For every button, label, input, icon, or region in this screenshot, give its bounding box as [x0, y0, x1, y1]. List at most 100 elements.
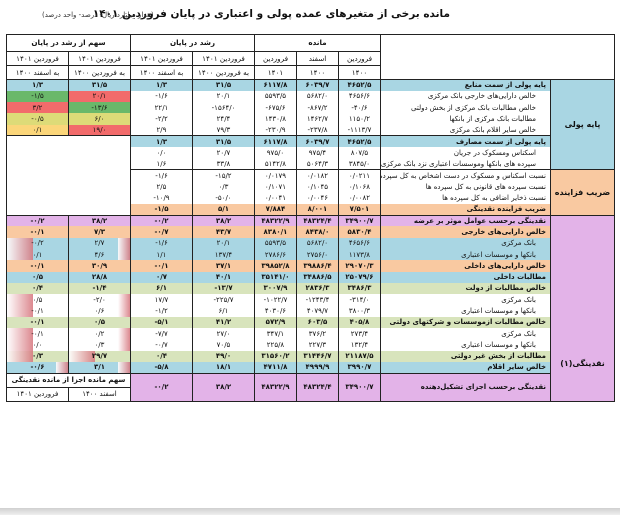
cell: ۲۸/۸ [68, 271, 131, 283]
cell: ۱۴۳۰/۸ [254, 113, 297, 125]
row-label: خالص سایر اقلام بانک مرکزی [380, 124, 551, 136]
row-label: سپرده های بانکها وموسسات اعتباری نزد بان… [380, 158, 551, 170]
header-share: سهم از رشد در پایان [6, 34, 131, 52]
cell: ۵۵۹۳/۵ [254, 90, 297, 103]
cell: ۰/۰ [130, 147, 193, 159]
group-label-multiplier: ضریب فزاینده [550, 169, 615, 216]
cell: -۲/۲ [130, 113, 193, 125]
cell: ۸/۰۰۱ [296, 203, 339, 216]
share-col-esfand-1400: اسفند ۱۴۰۰ [68, 386, 131, 402]
row-label: نسبت سپرده های قانونی به کل سپرده ها [380, 181, 551, 193]
cell: -۱۱۱۳/۷ [338, 124, 381, 136]
cell: -۰/۲ [130, 214, 193, 227]
cell: -۱۳/۷ [192, 282, 255, 295]
table-row: ۰/۴ -۱/۴ ۶/۱ -۱۳/۷ ۳۰۰۷/۹ ۲۸۳۶/۳ ۳۴۸۶/۳ … [6, 282, 615, 295]
cell: ۰/۷ [130, 271, 193, 283]
cell: ۱۸/۱ [192, 361, 255, 374]
cell: -۱۰۲۲/۷ [254, 294, 297, 306]
share-col-farvardin-1401: فروردین ۱۴۰۱ [6, 386, 69, 402]
cell: ۲۰/۱ [192, 237, 255, 249]
empty-block [6, 135, 131, 216]
cell: -۸۶۷/۲ [296, 102, 339, 114]
bal-col-farvardin-1400: فروردین [338, 51, 381, 66]
cell: -۱۵۶۴/۰ [192, 102, 255, 114]
cell: ۲۰/۱ [68, 90, 131, 103]
cell: ۶۰۳۹/۷ [296, 135, 339, 148]
cell: ۳۸۴۵/۰ [338, 158, 381, 170]
cell: ۰/۳ [68, 339, 131, 351]
cell: ۴۰۳۰/۶ [254, 305, 297, 317]
cell: ۸۰۷/۵ [338, 147, 381, 159]
table-row: -۰/۲ ۳۸/۲ -۰/۲ ۳۸/۲ ۴۸۳۲۲/۹ ۴۸۳۲۴/۴ ۳۴۹۰… [6, 214, 615, 402]
table-row: ۰/۱ ۴/۶ ۱/۱ ۱۳۷/۴ ۲۷۸۶/۶ ۲۷۵۶/۰ ۱۱۷۳/۸ ب… [6, 248, 615, 261]
row-label: بانک مرکزی [380, 294, 551, 306]
table-row: ۰/۱ ۱۹/۰ ۲/۹ ۷۹/۳ -۲۳۰/۹ -۲۳۷/۸ -۱۱۱۳/۷ … [6, 124, 615, 136]
cell: -۱۳/۶ [68, 102, 131, 114]
cell: ۳۵۱۴۱/۰ [254, 271, 297, 283]
cell: ۶۰۳/۵ [296, 316, 339, 329]
cell: -۱۵/۲ [192, 169, 255, 182]
cell: ۳۹۸۵۲/۸ [254, 260, 297, 272]
cell: -۰/۷ [130, 226, 193, 238]
row-label: نقدینگی برحسب عوامل موثر بر عرضه [380, 214, 551, 227]
growth-col-farvardin-sub: به فروردین ۱۴۰۰ [192, 65, 255, 80]
cell: ۱/۳ [6, 78, 69, 91]
table-row: -۰/۱ ۰/۶ -۱/۲ ۶/۱ ۴۰۳۰/۶ ۴۰۷۹/۷ ۳۸۰۰/۳ ب… [6, 305, 615, 317]
cell: ۱/۳ [130, 78, 193, 91]
cell: ۰/۰۰۴۱ [254, 192, 297, 204]
table-row: ۰/۵ ۲۸/۸ ۰/۷ ۴۰/۱ ۳۵۱۴۱/۰ ۳۴۸۸۶/۵ ۲۵۰۷۹/… [6, 271, 615, 283]
group-label-liquidity: نقدینگی(۱) [550, 214, 615, 402]
table-row: ۱/۳ ۳۱/۵ ۱/۳ ۳۱/۵ ۶۱۱۷/۸ ۶۰۳۹/۷ ۴۶۵۲/۵ پ… [6, 78, 615, 171]
cell: -۴۰/۶ [338, 102, 381, 114]
cell: ۴۹۹۹/۹ [296, 361, 339, 374]
cell: ۲/۵ [130, 181, 193, 193]
cell: ۰/۰ [6, 339, 69, 351]
row-label: بانکها و موسسات اعتباری [380, 305, 551, 317]
cell: -۰/۲ [130, 372, 193, 402]
cell: ۲۰/۱ [192, 90, 255, 103]
cell: ۲۷۵۶/۰ [296, 248, 339, 261]
cell: ۳۷۶/۲ [296, 328, 339, 340]
cell: ۲۲/۱ [130, 102, 193, 114]
bal-col-1400b-sub: ۱۴۰۰ [338, 65, 381, 80]
cell: ۴۶۵۲/۵ [338, 78, 381, 91]
share-col-farvardin: فروردین ۱۴۰۱ [68, 51, 131, 66]
table-row: ۰/۳ ۲۹/۷ ۰/۴ ۴۹/۰ ۳۱۵۶۰/۲ ۳۱۴۴۶/۷ ۲۱۱۸۷/… [6, 350, 615, 362]
bal-col-esfand-1400: اسفند [296, 51, 339, 66]
row-label: بانکها و موسسات اعتباری [380, 339, 551, 351]
cell: ۵۶۸۲/۰ [296, 90, 339, 103]
cell: -۰/۱ [6, 328, 69, 340]
cell: ۲/۹ [130, 124, 193, 136]
cell: ۰/۳ [6, 350, 69, 362]
cell: ۵۶۸۲/۰ [296, 237, 339, 249]
cell: ۱۱۵۰/۲ [338, 113, 381, 125]
row-label: خالص دارایی‌های خارجی [380, 226, 551, 238]
cell: ۵/۱ [192, 203, 255, 216]
cell: ۴۶۵۲/۵ [338, 135, 381, 148]
table-row: ۰/۰ ۰/۳ -۰/۷ ۷۰/۵ ۲۲۵/۸ ۲۲۷/۳ ۱۳۲/۴ بانک… [6, 339, 615, 351]
cell: ۶/۱ [130, 282, 193, 295]
cell: ۰/۲ [68, 328, 131, 340]
cell: ۲۱۱۸۷/۵ [338, 350, 381, 362]
cell: ۴۷۱۱/۸ [254, 361, 297, 374]
cell: ۳۹۸۸۶/۴ [296, 260, 339, 272]
cell: ۴۸۳۲۲/۹ [254, 372, 297, 402]
cell: ۲۷۳/۴ [338, 328, 381, 340]
row-label: بانک مرکزی [380, 237, 551, 249]
table-row: -۱/۵ ۲۰/۱ -۱/۶ ۲۰/۱ ۵۵۹۳/۵ ۵۶۸۲/۰ ۴۶۵۶/۶… [6, 90, 615, 103]
cell: -۱/۶ [130, 237, 193, 249]
cell: -۲/۰ [68, 294, 131, 306]
cell: ۲۹/۷ [68, 350, 131, 362]
cell: ۵۷۲/۹ [254, 316, 297, 329]
table-row: -۰/۱ ۷/۳ -۰/۷ ۴۳/۷ ۸۳۸۰/۱ ۸۴۳۸/۰ ۵۸۳۰/۴ … [6, 226, 615, 238]
row-label: مطالبات از بخش غیر دولتی [380, 350, 551, 362]
cell: ۳۹۹۰/۷ [338, 361, 381, 374]
cell: ۷/۸۸۴ [254, 203, 297, 216]
cell: -۱/۵ [6, 90, 69, 103]
cell: -۱/۶ [130, 90, 193, 103]
table-row: ۰/۰ ۲۰/۷ ۹۷۵/۰ ۹۷۵/۴ ۸۰۷/۵ اسکناس ومسکوک… [6, 147, 615, 159]
cell: -۱۰/۹ [130, 192, 193, 204]
cell: ۷/۳ [68, 226, 131, 238]
cell: ۳۸/۲ [192, 214, 255, 227]
cell: ۱۱۷۳/۸ [338, 248, 381, 261]
